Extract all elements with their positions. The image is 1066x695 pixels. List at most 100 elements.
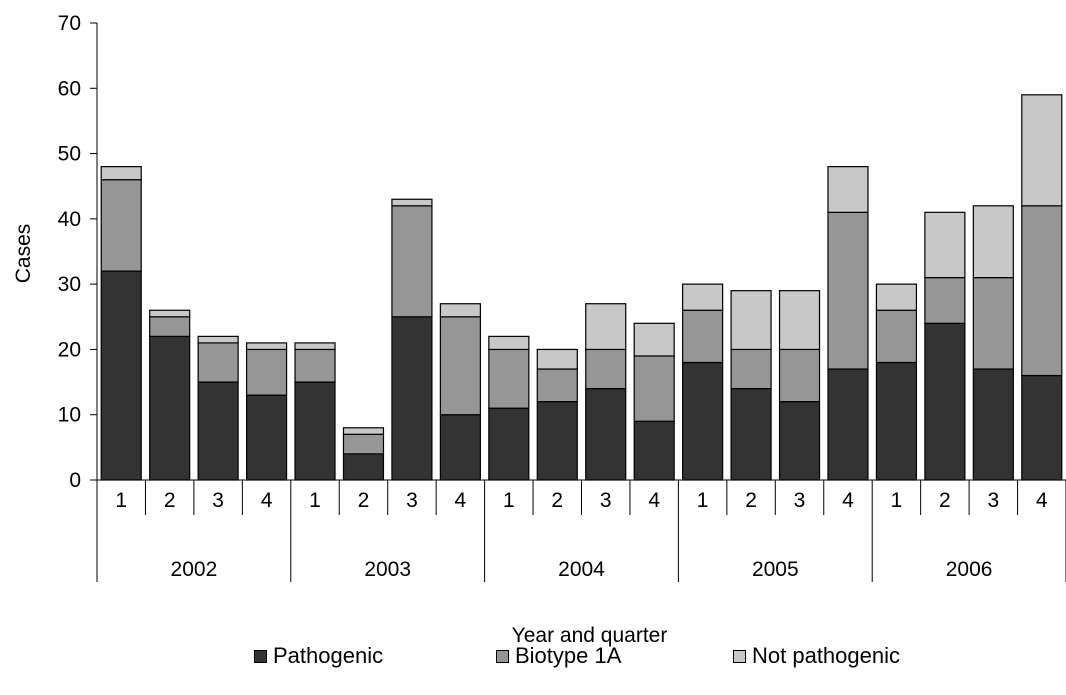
- bar-biotype-1a: [875, 309, 918, 364]
- bar-biotype-1a: [536, 368, 578, 403]
- x-tick-label: 2: [939, 489, 951, 512]
- x-tick-label: 3: [600, 489, 612, 512]
- x-group-label: 2005: [752, 558, 799, 581]
- x-tick-label: 1: [891, 489, 903, 512]
- x-tick-label: 2: [551, 489, 563, 512]
- bar-biotype-1a: [827, 211, 869, 370]
- bar-biotype-1a: [924, 277, 966, 324]
- x-tick-label: 4: [261, 489, 273, 512]
- bar-not-pathogenic: [149, 309, 191, 318]
- bar-not-pathogenic: [391, 198, 433, 207]
- bar-not-pathogenic: [342, 427, 385, 435]
- bar-pathogenic: [149, 335, 191, 481]
- bar-pathogenic: [294, 381, 336, 481]
- bar-biotype-1a: [100, 179, 142, 272]
- bar-pathogenic: [197, 381, 239, 481]
- bar-not-pathogenic: [585, 303, 627, 351]
- bar-pathogenic: [633, 420, 675, 481]
- bar-biotype-1a: [439, 316, 481, 416]
- x-group-label: 2004: [558, 558, 605, 581]
- bar-not-pathogenic: [924, 211, 966, 279]
- bar-pathogenic: [875, 361, 918, 481]
- bar-pathogenic: [585, 388, 627, 481]
- x-group-label: 2003: [364, 558, 411, 581]
- legend-swatch-biotype-1a: [496, 649, 509, 663]
- bar-not-pathogenic: [633, 322, 675, 357]
- bar-pathogenic: [827, 368, 869, 481]
- x-tick-label: 4: [455, 489, 467, 512]
- bar-not-pathogenic: [197, 335, 239, 344]
- bar-not-pathogenic: [100, 166, 142, 181]
- y-tick-label: 10: [58, 404, 81, 427]
- bar-not-pathogenic: [778, 290, 821, 351]
- bar-pathogenic: [245, 394, 288, 481]
- bar-pathogenic: [924, 322, 966, 481]
- y-tick-label: 30: [58, 273, 81, 296]
- bar-biotype-1a: [342, 433, 385, 455]
- legend-item-not-pathogenic: Not pathogenic: [733, 641, 900, 671]
- bar-not-pathogenic: [1021, 94, 1063, 207]
- legend-swatch-not-pathogenic: [733, 649, 746, 663]
- bar-pathogenic: [682, 361, 724, 481]
- x-tick-label: 2: [745, 489, 757, 512]
- bar-biotype-1a: [391, 205, 433, 318]
- legend: Pathogenic Biotype 1A Not pathogenic: [0, 641, 1066, 671]
- bar-pathogenic: [730, 388, 772, 481]
- x-tick-label: 4: [648, 489, 660, 512]
- x-tick-label: 2: [358, 489, 370, 512]
- bar-not-pathogenic: [536, 348, 578, 370]
- bar-not-pathogenic: [439, 303, 481, 318]
- bar-pathogenic: [439, 414, 481, 481]
- x-tick-label: 1: [115, 489, 127, 512]
- x-axis-title: Year and quarter: [512, 624, 668, 647]
- bar-not-pathogenic: [972, 205, 1014, 279]
- x-tick-label: 3: [406, 489, 418, 512]
- bar-biotype-1a: [294, 348, 336, 383]
- legend-swatch-pathogenic: [254, 649, 267, 663]
- bar-biotype-1a: [149, 316, 191, 337]
- x-group-label: 2006: [946, 558, 993, 581]
- bar-biotype-1a: [1021, 205, 1063, 377]
- legend-label-not-pathogenic: Not pathogenic: [752, 643, 900, 668]
- y-tick-label: 50: [58, 143, 81, 166]
- bar-biotype-1a: [245, 348, 288, 396]
- bar-pathogenic: [972, 368, 1014, 481]
- bar-biotype-1a: [633, 355, 675, 422]
- bar-biotype-1a: [972, 277, 1014, 370]
- bar-pathogenic: [778, 401, 821, 481]
- x-tick-label: 1: [697, 489, 709, 512]
- bar-pathogenic: [342, 453, 385, 481]
- bar-not-pathogenic: [294, 342, 336, 351]
- legend-label-pathogenic: Pathogenic: [273, 643, 384, 668]
- bar-biotype-1a: [730, 348, 772, 390]
- bar-biotype-1a: [197, 342, 239, 383]
- x-tick-label: 2: [164, 489, 176, 512]
- y-tick-label: 0: [69, 469, 81, 492]
- bar-not-pathogenic: [682, 283, 724, 311]
- bar-pathogenic: [536, 401, 578, 481]
- x-group-label: 2002: [171, 558, 218, 581]
- x-tick-label: 1: [503, 489, 515, 512]
- bar-biotype-1a: [585, 348, 627, 390]
- bar-not-pathogenic: [245, 342, 288, 351]
- y-tick-label: 20: [58, 338, 81, 361]
- legend-item-biotype-1a: Biotype 1A: [496, 641, 621, 671]
- x-tick-label: 3: [212, 489, 224, 512]
- y-axis-title: Cases: [12, 224, 35, 284]
- y-tick-label: 60: [58, 77, 81, 100]
- bar-pathogenic: [488, 407, 530, 481]
- y-tick-label: 70: [58, 12, 81, 35]
- x-tick-label: 3: [987, 489, 999, 512]
- bar-not-pathogenic: [488, 335, 530, 351]
- x-tick-label: 4: [842, 489, 854, 512]
- bar-biotype-1a: [778, 348, 821, 403]
- legend-item-pathogenic: Pathogenic: [254, 641, 383, 671]
- x-tick-label: 3: [794, 489, 806, 512]
- bar-biotype-1a: [488, 348, 530, 409]
- bar-pathogenic: [100, 270, 142, 481]
- x-tick-label: 1: [309, 489, 321, 512]
- x-tick-label: 4: [1036, 489, 1048, 512]
- bar-not-pathogenic: [827, 166, 869, 213]
- bar-not-pathogenic: [730, 290, 772, 351]
